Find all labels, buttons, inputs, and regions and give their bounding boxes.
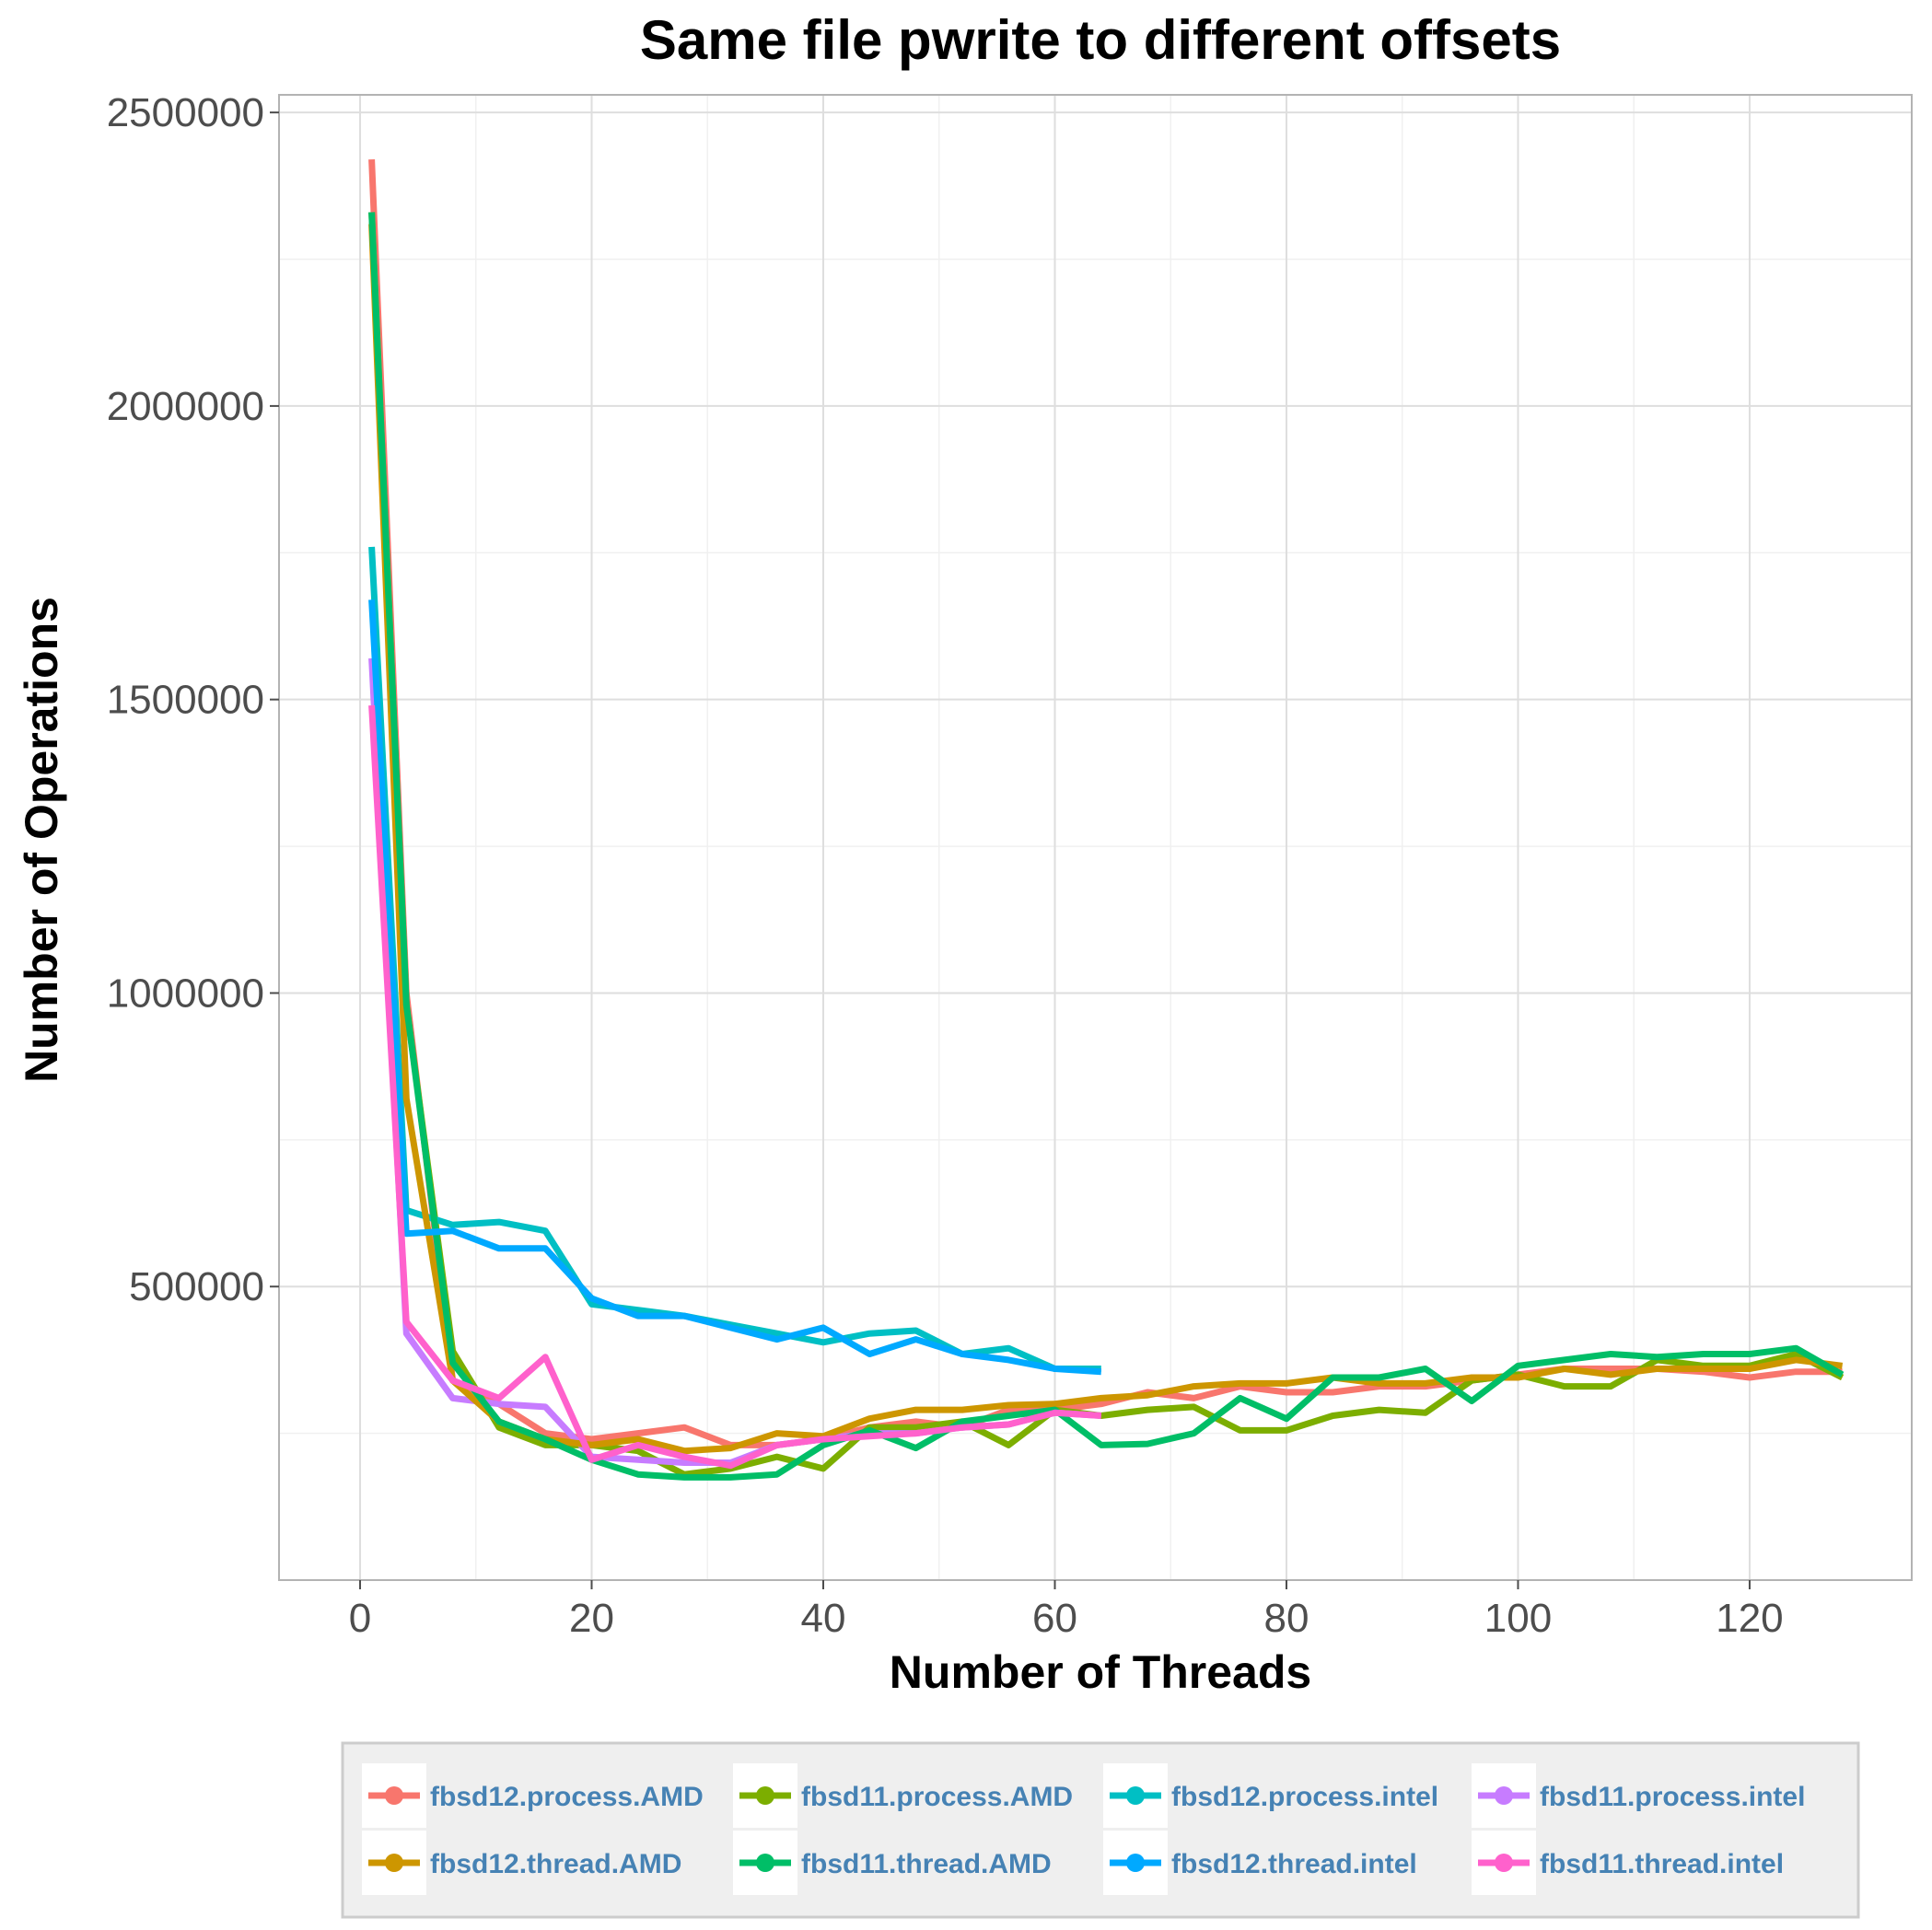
plot-panel	[278, 94, 1913, 1581]
y-axis-ticks: 500000 1000000 1500000 2000000 2500000	[107, 90, 279, 1309]
x-tick-label: 40	[801, 1596, 846, 1641]
series-line-fbsd11-thread-intel	[368, 704, 1102, 1470]
legend-label: fbsd12.thread.AMD	[430, 1849, 681, 1879]
legend-label: fbsd11.process.AMD	[801, 1782, 1073, 1812]
x-tick-label: 0	[349, 1596, 371, 1641]
x-tick-label: 120	[1716, 1596, 1783, 1641]
series-line-fbsd11-thread-AMD	[368, 212, 1845, 1481]
series-line-fbsd12-thread-AMD	[368, 224, 1844, 1455]
legend-key-point	[1126, 1786, 1145, 1805]
series-line-fbsd12-process-AMD	[368, 158, 1843, 1448]
y-tick-label: 500000	[129, 1264, 264, 1309]
x-axis-title: Number of Threads	[890, 1646, 1311, 1698]
legend-key-point	[385, 1786, 403, 1805]
chart-title: Same file pwrite to different offsets	[640, 9, 1561, 71]
legend-label: fbsd11.process.intel	[1540, 1782, 1805, 1812]
plot-border	[278, 94, 1913, 1581]
legend-key-point	[756, 1854, 774, 1872]
legend-key-point	[756, 1786, 774, 1805]
y-tick-label: 1000000	[107, 971, 264, 1016]
x-tick-label: 80	[1264, 1596, 1309, 1641]
y-axis-title: Number of Operations	[16, 597, 67, 1083]
y-tick-label: 2000000	[107, 384, 264, 429]
series-line-fbsd12-thread-intel	[368, 599, 1102, 1376]
legend-box	[341, 1741, 1860, 1919]
legend-key-point	[1126, 1854, 1145, 1872]
x-tick-label: 100	[1484, 1596, 1552, 1641]
legend-label: fbsd11.thread.intel	[1540, 1849, 1784, 1879]
y-tick-label: 1500000	[107, 678, 264, 723]
legend-key-point	[1495, 1786, 1513, 1805]
x-tick-label: 20	[569, 1596, 614, 1641]
series-lines	[368, 158, 1845, 1481]
legend-key-point	[385, 1854, 403, 1872]
legend: fbsd12.process.AMD fbsd11.process.AMD fbsd…	[341, 1741, 1860, 1919]
y-tick-label: 2500000	[107, 90, 264, 135]
x-tick-label: 60	[1032, 1596, 1077, 1641]
legend-key-point	[1495, 1854, 1513, 1872]
legend-label: fbsd12.process.AMD	[430, 1782, 704, 1812]
x-axis-ticks: 0 20 40 60 80 100 120	[349, 1580, 1784, 1641]
legend-label: fbsd12.thread.intel	[1171, 1849, 1417, 1879]
plot-background	[279, 95, 1912, 1580]
legend-label: fbsd12.process.intel	[1171, 1782, 1438, 1812]
legend-label: fbsd11.thread.AMD	[801, 1849, 1052, 1879]
